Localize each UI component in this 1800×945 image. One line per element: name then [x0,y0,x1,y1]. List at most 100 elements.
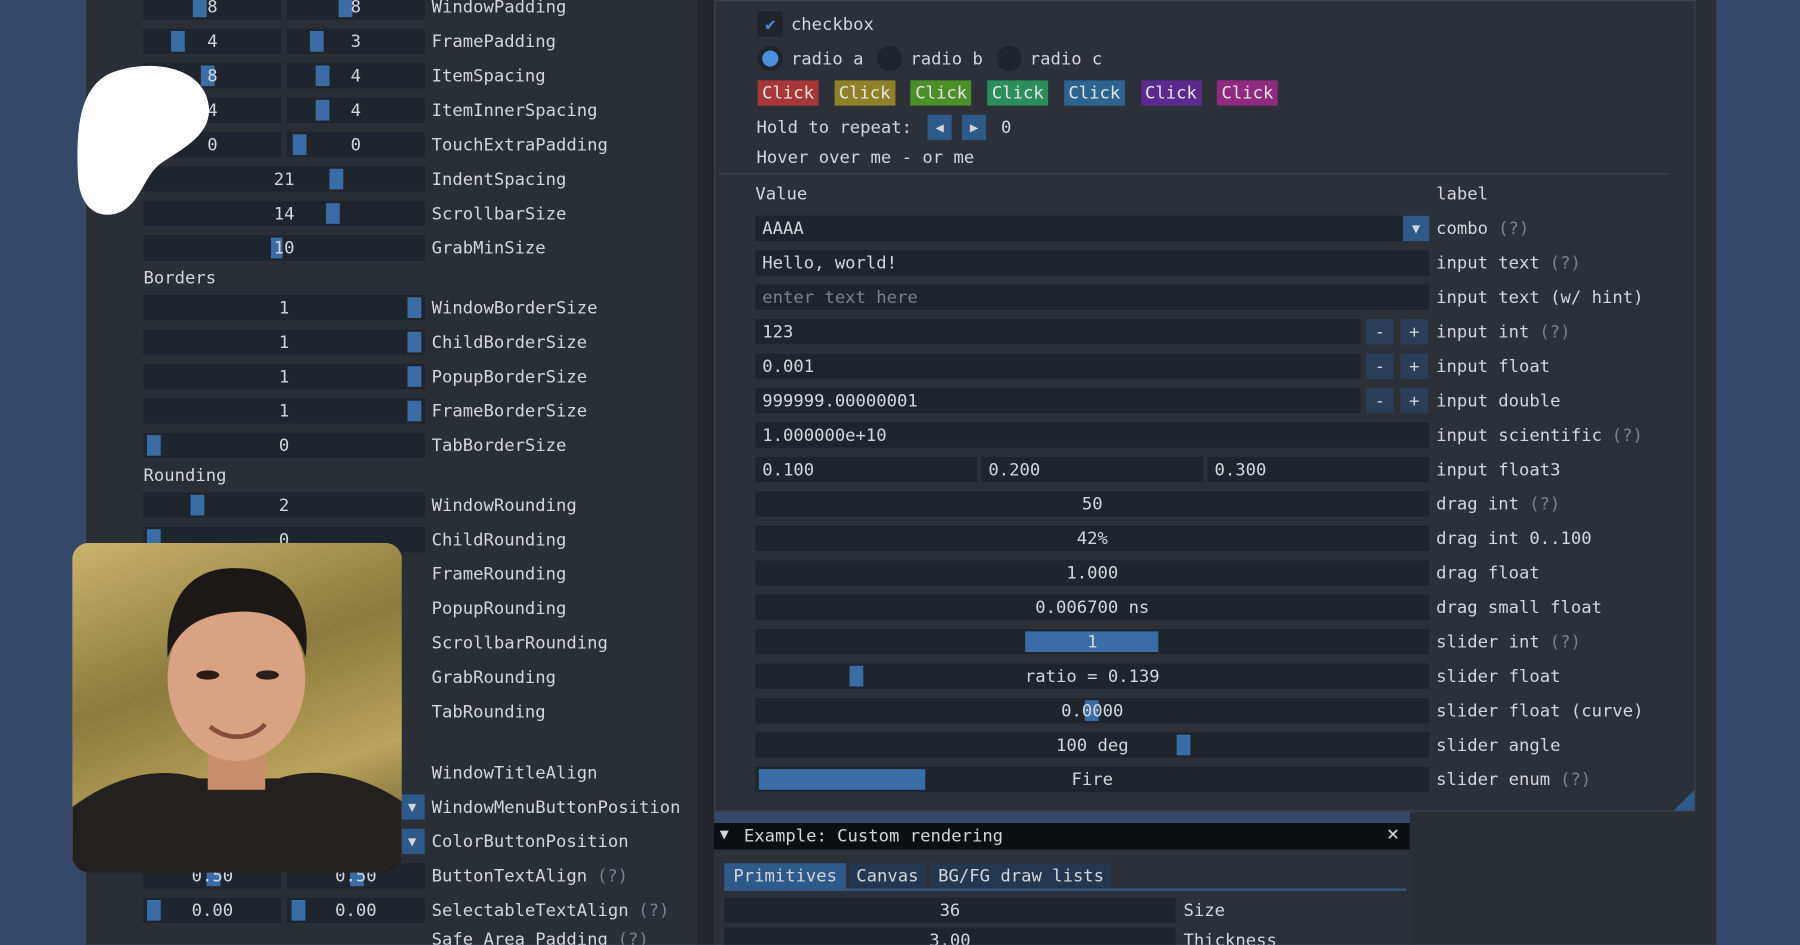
color-button[interactable]: Click [910,80,972,106]
slider-grab [1084,700,1099,721]
slider-frame[interactable] [143,166,425,192]
slider-frame[interactable] [143,363,425,390]
slider-value: 0 [278,435,290,456]
slider-value: 0.00 [191,900,234,921]
slider-frame[interactable] [286,132,425,158]
tab[interactable]: BG/FG draw lists [930,863,1112,889]
color-button[interactable]: Click [1217,80,1278,106]
step-button[interactable]: + [1400,388,1429,414]
slider-frame[interactable] [286,0,425,20]
row-label: WindowBorderSize [431,297,598,318]
checkbox-box[interactable]: ✔ [757,11,783,37]
slider-grab [758,769,926,790]
slider-frame[interactable] [724,927,1176,945]
slider-value: 0 [278,529,290,550]
color-button[interactable]: Click [834,80,896,106]
slider-frame[interactable] [143,492,425,518]
combo-arrow[interactable]: ▼ [399,828,425,855]
stepper-field[interactable] [755,319,1361,345]
step-button[interactable]: - [1366,319,1394,345]
input-field[interactable] [755,422,1430,448]
help-marker[interactable]: (?) [1539,321,1571,343]
help-marker[interactable]: (?) [617,928,649,945]
help-marker[interactable]: (?) [1498,218,1530,239]
stepper-field[interactable] [755,388,1361,414]
slider-frame[interactable] [143,329,425,355]
help-marker[interactable]: (?) [1560,769,1592,790]
row-label: FrameRounding [431,563,567,585]
field-value: Fire [1071,769,1114,790]
help-marker[interactable]: (?) [638,900,670,921]
arrow-right[interactable]: ▶ [961,114,987,141]
slider-frame[interactable] [143,0,282,20]
help-marker[interactable]: (?) [1549,252,1581,274]
radio[interactable] [877,45,903,72]
drag-field[interactable] [755,525,1430,552]
color-button[interactable]: Click [1140,80,1202,106]
row-label: WindowTitleAlign [431,762,598,783]
slider-frame[interactable] [143,398,425,424]
slider-frame[interactable] [143,28,282,54]
input-field[interactable] [981,456,1204,483]
radio[interactable] [996,45,1022,72]
slider-field[interactable] [755,732,1430,758]
combo-field[interactable] [755,215,1430,242]
slider-value: 1 [278,366,290,387]
help-marker[interactable]: (?) [1549,631,1581,653]
slider-frame[interactable] [286,897,425,923]
step-button[interactable]: + [1400,319,1429,345]
slider-value: 4 [350,99,362,121]
input-field[interactable] [755,250,1430,276]
slider-value: 2 [278,494,290,516]
hint-field[interactable] [755,284,1430,310]
color-button[interactable]: Click [1063,80,1125,106]
collapse-arrow[interactable]: ▼ [719,826,729,844]
step-button[interactable]: - [1366,353,1394,379]
step-button[interactable]: + [1400,353,1429,379]
logo-shape [77,65,210,215]
slider-frame[interactable] [143,432,425,459]
tab[interactable]: Primitives [724,863,847,889]
slider-value: 0 [350,134,362,155]
radio-dot [762,50,779,67]
drag-field[interactable] [755,594,1430,620]
input-field[interactable] [755,456,977,483]
combo-arrow[interactable]: ▼ [1402,215,1430,242]
row-label: WindowMenuButtonPosition [431,796,681,818]
slider-frame[interactable] [143,295,425,321]
field-value: 1 [1087,631,1098,653]
arrow-left[interactable]: ◀ [927,114,952,141]
title-bar [714,823,1410,850]
input-value: 0.100 [762,459,815,480]
drag-field[interactable] [755,560,1430,586]
slider-frame[interactable] [143,235,425,261]
slider-frame[interactable] [724,897,1176,923]
resize-grip[interactable] [1673,789,1695,811]
close-button[interactable]: × [1386,821,1400,847]
tab[interactable]: Canvas [849,863,926,889]
combo-arrow[interactable]: ▼ [399,794,425,820]
stepper-field[interactable] [755,353,1361,379]
row-label: ItemSpacing [431,65,546,87]
field-value: 0.001 [762,355,815,377]
help-marker[interactable]: (?) [1529,493,1561,515]
step-button[interactable]: - [1366,388,1394,414]
color-button[interactable]: Click [757,80,819,106]
widget-label: drag float [1436,562,1540,584]
row-label: SelectableTextAlign [431,900,629,921]
row-label: PopupBorderSize [431,366,588,387]
help-marker[interactable]: (?) [596,865,629,887]
slider-frame[interactable] [143,897,282,923]
slider-field[interactable] [755,663,1430,689]
row-label: WindowPadding [431,0,567,18]
color-button[interactable]: Click [987,80,1049,106]
drag-field[interactable] [755,491,1430,517]
slider-frame[interactable] [286,63,425,89]
input-field[interactable] [1207,456,1430,483]
slider-grab [1025,631,1159,653]
widget-label: input double [1436,390,1561,411]
slider-frame[interactable] [143,200,425,227]
slider-frame[interactable] [286,97,425,123]
help-marker[interactable]: (?) [1611,424,1643,446]
slider-grab [326,203,340,224]
